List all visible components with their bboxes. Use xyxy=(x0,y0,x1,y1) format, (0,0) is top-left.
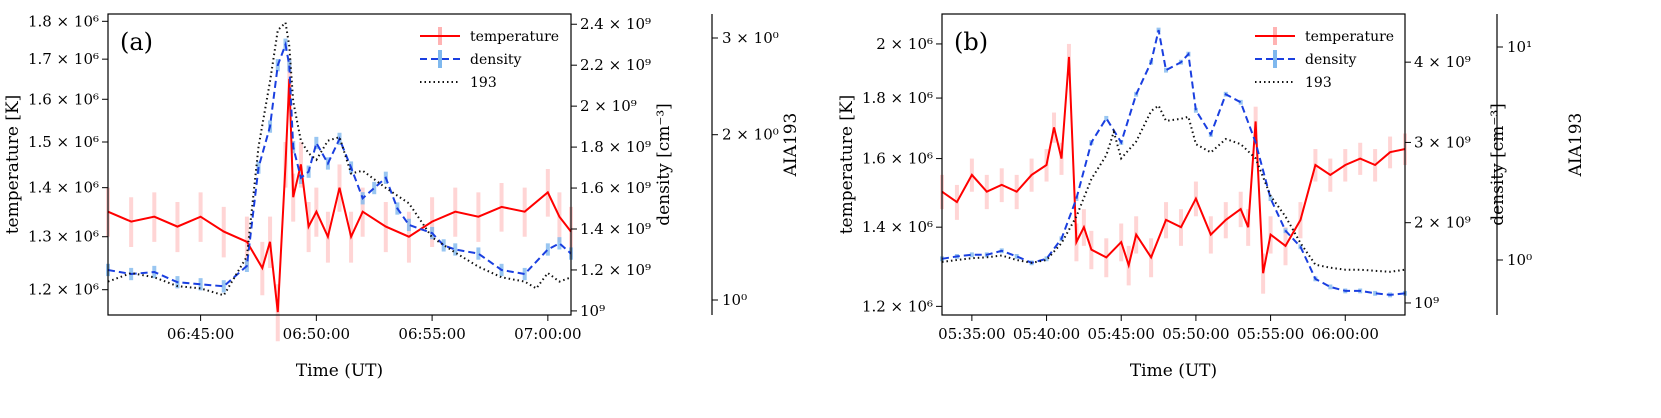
aia-tick-label: 10⁰ xyxy=(1507,251,1532,269)
density-series-line xyxy=(941,29,1406,296)
aia-tick-label: 10⁰ xyxy=(722,291,747,309)
temperature-tick-label: 1.4 × 10⁶ xyxy=(862,218,933,236)
temperature-tick-label: 1.5 × 10⁶ xyxy=(28,133,99,151)
x-tick-label: 07:00:00 xyxy=(514,325,581,343)
density-tick-label: 2.4 × 10⁹ xyxy=(580,15,651,33)
legend-entry-density: density xyxy=(1255,50,1357,68)
legend-label: temperature xyxy=(1305,29,1394,45)
temperature-tick-label: 1.4 × 10⁶ xyxy=(28,179,99,197)
legend-label: 193 xyxy=(470,75,497,91)
x-tick-label: 05:45:00 xyxy=(1088,325,1155,343)
aia-tick-label: 2 × 10⁰ xyxy=(722,126,779,144)
density-tick-label: 2.2 × 10⁹ xyxy=(580,56,651,74)
temperature-axis-label: temperature [K] xyxy=(837,95,857,235)
density-tick-label: 3 × 10⁹ xyxy=(1414,133,1471,151)
temperature-tick-label: 1.8 × 10⁶ xyxy=(862,89,933,107)
x-tick-label: 06:55:00 xyxy=(398,325,465,343)
legend-label: temperature xyxy=(470,29,559,45)
density-tick-label: 4 × 10⁹ xyxy=(1414,53,1471,71)
temperature-series-line xyxy=(941,56,1406,274)
plot-frame xyxy=(107,13,572,316)
density-axis-label: density [cm⁻³] xyxy=(1488,103,1508,226)
temperature-tick-label: 1.2 × 10⁶ xyxy=(28,281,99,299)
193-series-line xyxy=(107,20,572,297)
density-tick-label: 1.8 × 10⁹ xyxy=(580,138,651,156)
aia-axis-label: AIA193 xyxy=(1566,113,1586,178)
density-tick-label: 10⁹ xyxy=(580,302,605,320)
density-series-line xyxy=(107,40,572,288)
legend-label: density xyxy=(470,52,522,68)
aia-axis-label: AIA193 xyxy=(781,113,801,178)
legend-entry-temperature: temperature xyxy=(420,27,559,45)
density-tick-label: 1.4 × 10⁹ xyxy=(580,220,651,238)
density-axis-label: density [cm⁻³] xyxy=(654,103,674,226)
aia-tick-label: 10¹ xyxy=(1507,38,1532,56)
x-axis-label: Time (UT) xyxy=(296,361,383,381)
legend-label: density xyxy=(1305,52,1357,68)
193-series-line xyxy=(941,104,1406,273)
temperature-tick-label: 1.6 × 10⁶ xyxy=(28,90,99,108)
x-axis-label: Time (UT) xyxy=(1130,361,1217,381)
x-tick-label: 05:35:00 xyxy=(938,325,1005,343)
x-tick-label: 06:45:00 xyxy=(167,325,234,343)
temperature-tick-label: 2 × 10⁶ xyxy=(876,35,933,53)
temperature-series-line xyxy=(107,78,572,313)
density-tick-label: 1.6 × 10⁹ xyxy=(580,179,651,197)
x-tick-label: 05:55:00 xyxy=(1237,325,1304,343)
legend-entry-193: 193 xyxy=(420,75,497,91)
legend-entry-temperature: temperature xyxy=(1255,27,1394,45)
legend-entry-193: 193 xyxy=(1255,75,1332,91)
legend-entry-density: density xyxy=(420,50,522,68)
density-tick-label: 2 × 10⁹ xyxy=(1414,214,1471,232)
panel-b: 05:35:00 05:40:00 05:45:00 05:50:00 05:55:00… xyxy=(837,13,1586,381)
panel-label: (a) xyxy=(120,28,153,56)
temperature-axis-label: temperature [K] xyxy=(3,95,23,235)
density-tick-label: 2 × 10⁹ xyxy=(580,97,637,115)
density-tick-label: 1.2 × 10⁹ xyxy=(580,261,651,279)
x-tick-label: 06:00:00 xyxy=(1312,325,1379,343)
panel-a: 06:45:00 06:50:00 06:55:00 07:00:00 1.2 × 10… xyxy=(3,12,801,381)
plot-frame xyxy=(941,13,1406,316)
temperature-tick-label: 1.7 × 10⁶ xyxy=(28,50,99,68)
temperature-tick-label: 1.8 × 10⁶ xyxy=(28,12,99,30)
panel-label: (b) xyxy=(954,28,988,56)
density-tick-label: 10⁹ xyxy=(1414,294,1439,312)
x-tick-label: 06:50:00 xyxy=(283,325,350,343)
aia-tick-label: 3 × 10⁰ xyxy=(722,29,779,47)
legend-label: 193 xyxy=(1305,75,1332,91)
x-tick-label: 05:40:00 xyxy=(1013,325,1080,343)
temperature-tick-label: 1.3 × 10⁶ xyxy=(28,228,99,246)
x-tick-label: 05:50:00 xyxy=(1162,325,1229,343)
temperature-tick-label: 1.2 × 10⁶ xyxy=(862,297,933,315)
temperature-tick-label: 1.6 × 10⁶ xyxy=(862,150,933,168)
